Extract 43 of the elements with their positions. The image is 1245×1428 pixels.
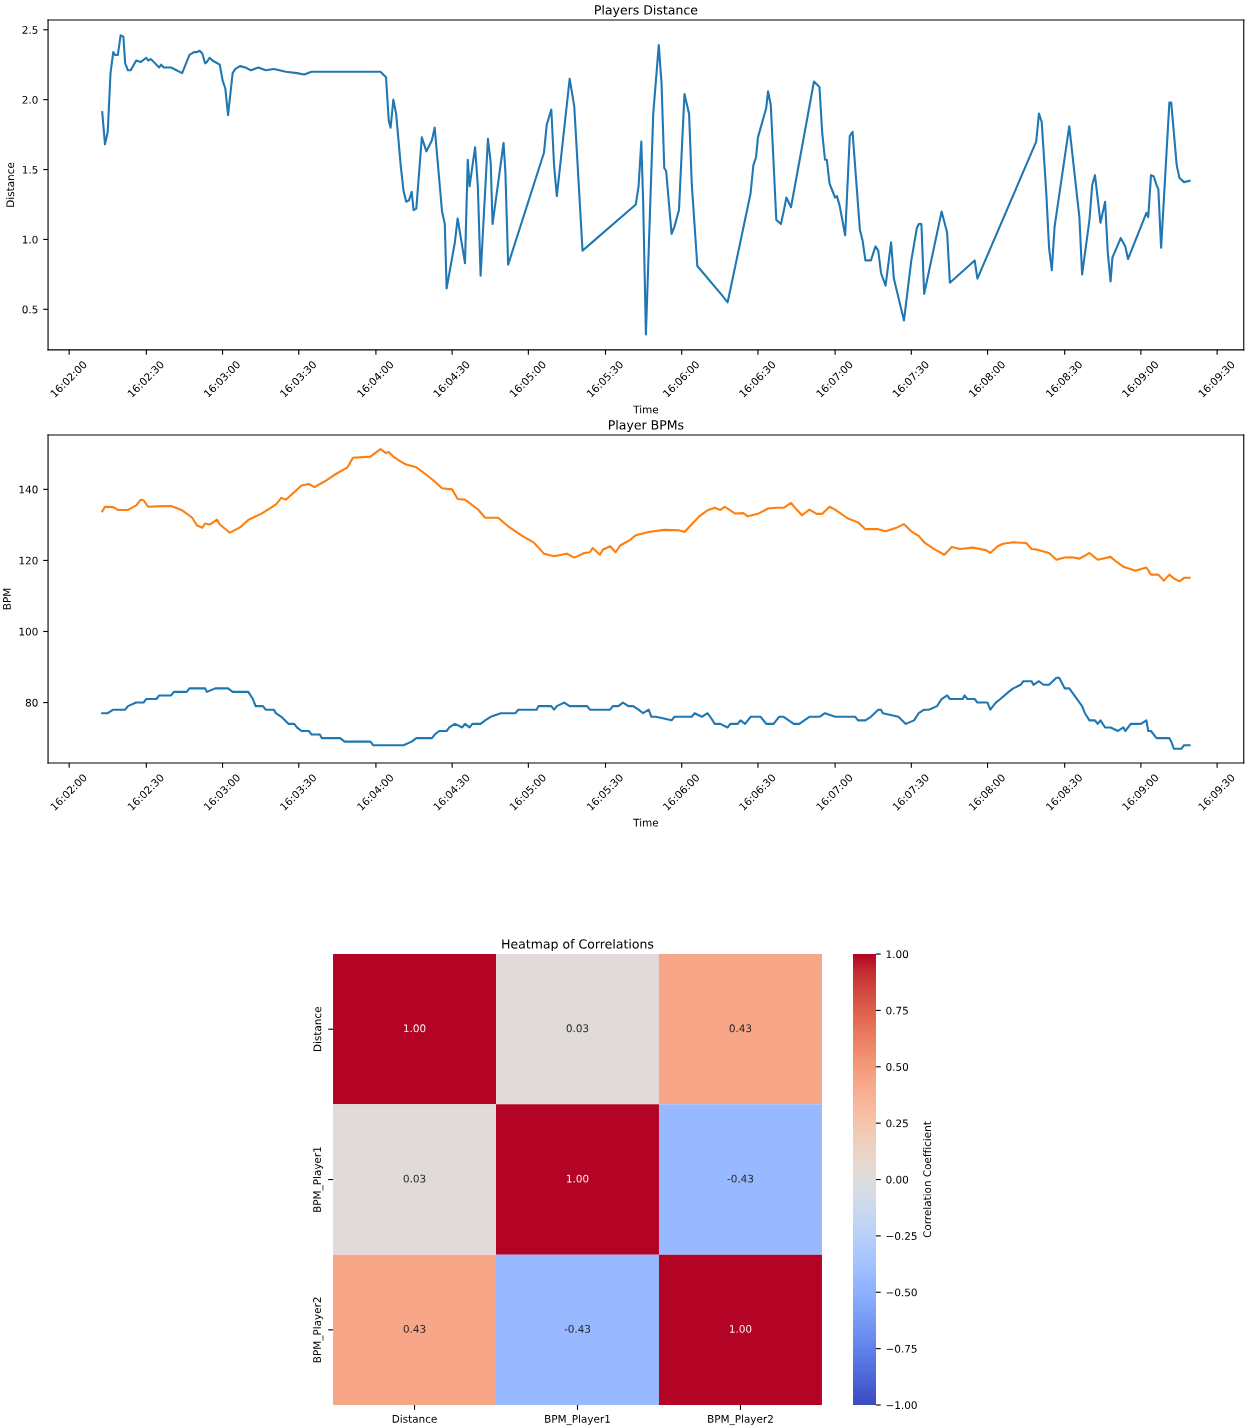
color-bar-label: 0.75 xyxy=(886,1006,908,1015)
data-label: 1.00 xyxy=(567,1174,589,1183)
x-tick-label: BPM_Player2 xyxy=(708,1414,773,1426)
data-label: 0.03 xyxy=(566,1024,589,1033)
chart-title: Players Distance xyxy=(595,4,698,18)
y-tick-label: 0.5 xyxy=(22,305,38,314)
color-bar-label: −0.25 xyxy=(886,1232,917,1240)
data-label: 0.03 xyxy=(403,1174,426,1183)
data-label: 0.43 xyxy=(729,1024,752,1033)
y-tick-label: BPM_Player2 xyxy=(312,1297,324,1363)
data-label: -0.43 xyxy=(727,1174,754,1183)
y-tick-label: 80 xyxy=(25,698,38,707)
y-tick-label: Distance xyxy=(313,1006,322,1051)
y-tick-label: 1.0 xyxy=(22,235,38,244)
line-series xyxy=(101,676,1191,750)
chart-title: Player BPMs xyxy=(608,419,684,433)
y-tick-label: 2.0 xyxy=(22,95,38,104)
y-tick-label: 1.5 xyxy=(22,165,38,174)
data-label: 1.00 xyxy=(730,1324,752,1333)
color-bar-label: −0.75 xyxy=(886,1344,917,1353)
x-axis-title: Time xyxy=(633,405,659,414)
color-bar-label: 0.00 xyxy=(886,1175,909,1184)
y-tick-label: BPM_Player1 xyxy=(312,1147,324,1212)
y-axis-title: BPM xyxy=(3,588,11,610)
color-bar-label: −0.50 xyxy=(886,1288,917,1297)
chart-title: Heatmap of Correlations xyxy=(502,938,654,952)
y-tick-label: 2.5 xyxy=(22,26,38,34)
x-axis-title: Time xyxy=(633,818,659,827)
data-label: 1.00 xyxy=(404,1024,426,1033)
data-label: -0.43 xyxy=(564,1324,591,1333)
x-tick-label: Distance xyxy=(392,1414,437,1423)
color-bar-label: 1.00 xyxy=(886,950,909,959)
line-series xyxy=(101,448,1191,583)
x-tick-label: BPM_Player1 xyxy=(545,1414,610,1426)
color-bar-label: 0.50 xyxy=(886,1063,909,1071)
data-label: 0.43 xyxy=(403,1324,426,1333)
line-series xyxy=(101,34,1191,336)
y-tick-label: 140 xyxy=(19,485,38,494)
y-tick-label: 100 xyxy=(19,627,38,636)
color-bar-label: 0.25 xyxy=(886,1119,908,1128)
color-bar-label: −1.00 xyxy=(886,1401,917,1410)
color-bar-title: Correlation Coefficient xyxy=(923,1121,932,1238)
y-tick-label: 120 xyxy=(19,556,38,565)
